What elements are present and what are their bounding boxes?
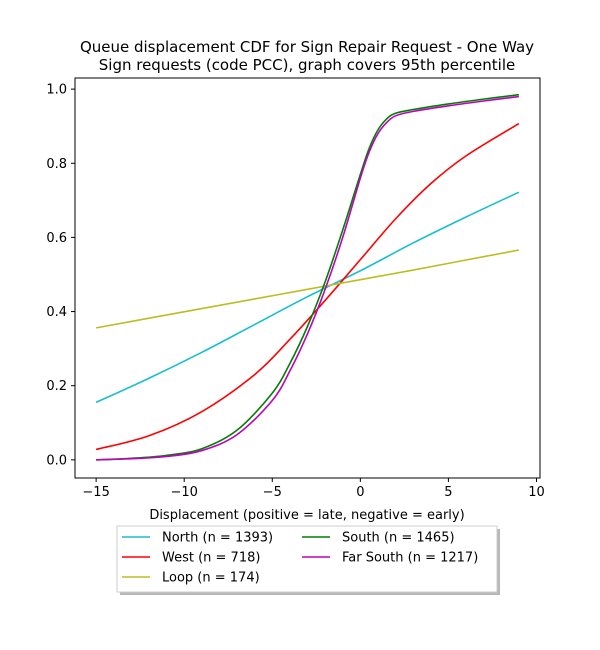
series-line-4 [96, 95, 519, 461]
y-tick-label: 0.2 [46, 379, 67, 394]
y-tick-label: 0.4 [46, 305, 67, 320]
x-tick-label: −15 [82, 485, 109, 500]
chart-title-line-2: Sign requests (code PCC), graph covers 9… [99, 56, 515, 74]
legend-label: Loop (n = 174) [162, 571, 260, 586]
x-axis-label: Displacement (positive = late, negative … [149, 508, 464, 523]
series-line-3 [96, 93, 519, 461]
series-line-1 [95, 122, 520, 451]
chart-title-line-1: Queue displacement CDF for Sign Repair R… [80, 38, 534, 56]
x-axis: −15 −10 −5 0 5 10 [82, 478, 545, 500]
legend: North (n = 1393) West (n = 718) Loop (n = … [116, 525, 500, 595]
x-tick-label: 0 [356, 485, 364, 500]
legend-label: North (n = 1393) [162, 531, 273, 546]
x-tick-label: −5 [263, 485, 282, 500]
series-line-2 [95, 249, 520, 329]
axes-frame [74, 77, 541, 479]
y-axis: 0.0 0.2 0.4 0.6 0.8 1.0 [46, 83, 75, 468]
x-tick-label: 5 [444, 485, 452, 500]
y-tick-label: 0.0 [46, 453, 67, 468]
legend-label: Far South (n = 1217) [342, 551, 478, 566]
legend-label: South (n = 1465) [342, 531, 455, 546]
plot-area [95, 93, 520, 461]
x-tick-label: 10 [528, 485, 545, 500]
y-tick-label: 1.0 [46, 83, 67, 98]
y-tick-label: 0.6 [46, 231, 67, 246]
y-tick-label: 0.8 [46, 157, 67, 172]
x-tick-label: −10 [170, 485, 197, 500]
legend-label: West (n = 718) [162, 551, 260, 566]
series-line-0 [95, 191, 520, 404]
